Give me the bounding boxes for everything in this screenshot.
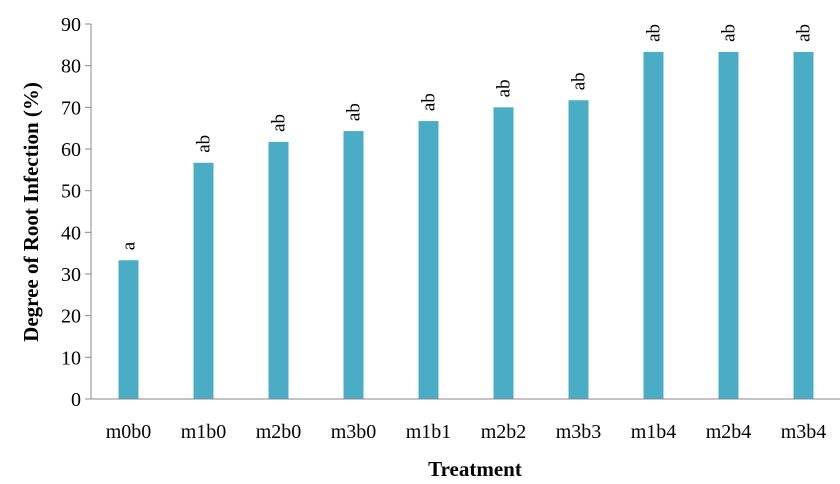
bar-m1b1 — [418, 121, 439, 399]
x-tick-label-m3b0: m3b0 — [331, 421, 377, 443]
bar-m2b4 — [718, 51, 739, 400]
data-label-m2b0: ab — [269, 114, 290, 132]
x-tick-label-m2b4: m2b4 — [706, 421, 752, 443]
x-tick-label-m1b1: m1b1 — [406, 421, 452, 443]
bar-m3b4 — [793, 51, 814, 400]
data-label-m3b4: ab — [794, 24, 815, 42]
y-tick-label: 30 — [61, 264, 81, 286]
data-label-m2b2: ab — [494, 79, 515, 97]
bar-m0b0 — [118, 260, 139, 399]
y-tick-label: 80 — [61, 56, 81, 78]
data-label-m3b3: ab — [569, 72, 590, 90]
y-tick-label: 60 — [61, 139, 81, 161]
data-label-m2b4: ab — [719, 24, 740, 42]
bar-m1b0 — [193, 162, 214, 399]
bar-m2b0 — [268, 141, 289, 399]
data-label-m3b0: ab — [344, 103, 365, 121]
data-labels: a ab ab ab ab ab ab ab ab ab — [119, 24, 815, 250]
y-tick-label: 70 — [61, 97, 81, 119]
x-tick-label-m1b4: m1b4 — [631, 421, 677, 443]
x-tick-label-m2b0: m2b0 — [256, 421, 302, 443]
x-tick-label-m3b3: m3b3 — [556, 421, 602, 443]
x-axis-title: Treatment — [428, 457, 522, 479]
x-axis-category-labels: m0b0 m1b0 m2b0 m3b0 m1b1 m2b2 m3b3 m1b4 m2b4 m3b4 — [106, 421, 827, 443]
y-axis-ticks: 0 10 20 30 40 50 60 70 80 90 — [61, 14, 91, 411]
y-tick-label: 0 — [71, 389, 81, 411]
x-tick-label-m1b0: m1b0 — [181, 421, 227, 443]
x-tick-label-m0b0: m0b0 — [106, 421, 152, 443]
data-label-m1b1: ab — [419, 93, 440, 111]
x-tick-label-m3b4: m3b4 — [781, 421, 827, 443]
data-label-m0b0: a — [119, 241, 140, 250]
y-tick-label: 40 — [61, 222, 81, 244]
y-tick-label: 90 — [61, 14, 81, 36]
bar-m1b4 — [643, 51, 664, 400]
data-label-m1b4: ab — [644, 24, 665, 42]
y-tick-label: 20 — [61, 306, 81, 328]
y-axis-title: Degree of Root Infection (%) — [19, 82, 43, 342]
bars — [118, 51, 814, 400]
y-tick-label: 50 — [61, 181, 81, 203]
x-tick-label-m2b2: m2b2 — [481, 421, 527, 443]
data-label-m1b0: ab — [194, 135, 215, 153]
bar-m3b3 — [568, 100, 589, 399]
bar-m2b2 — [493, 107, 514, 399]
y-tick-label: 10 — [61, 347, 81, 369]
bar-m3b0 — [343, 131, 364, 400]
